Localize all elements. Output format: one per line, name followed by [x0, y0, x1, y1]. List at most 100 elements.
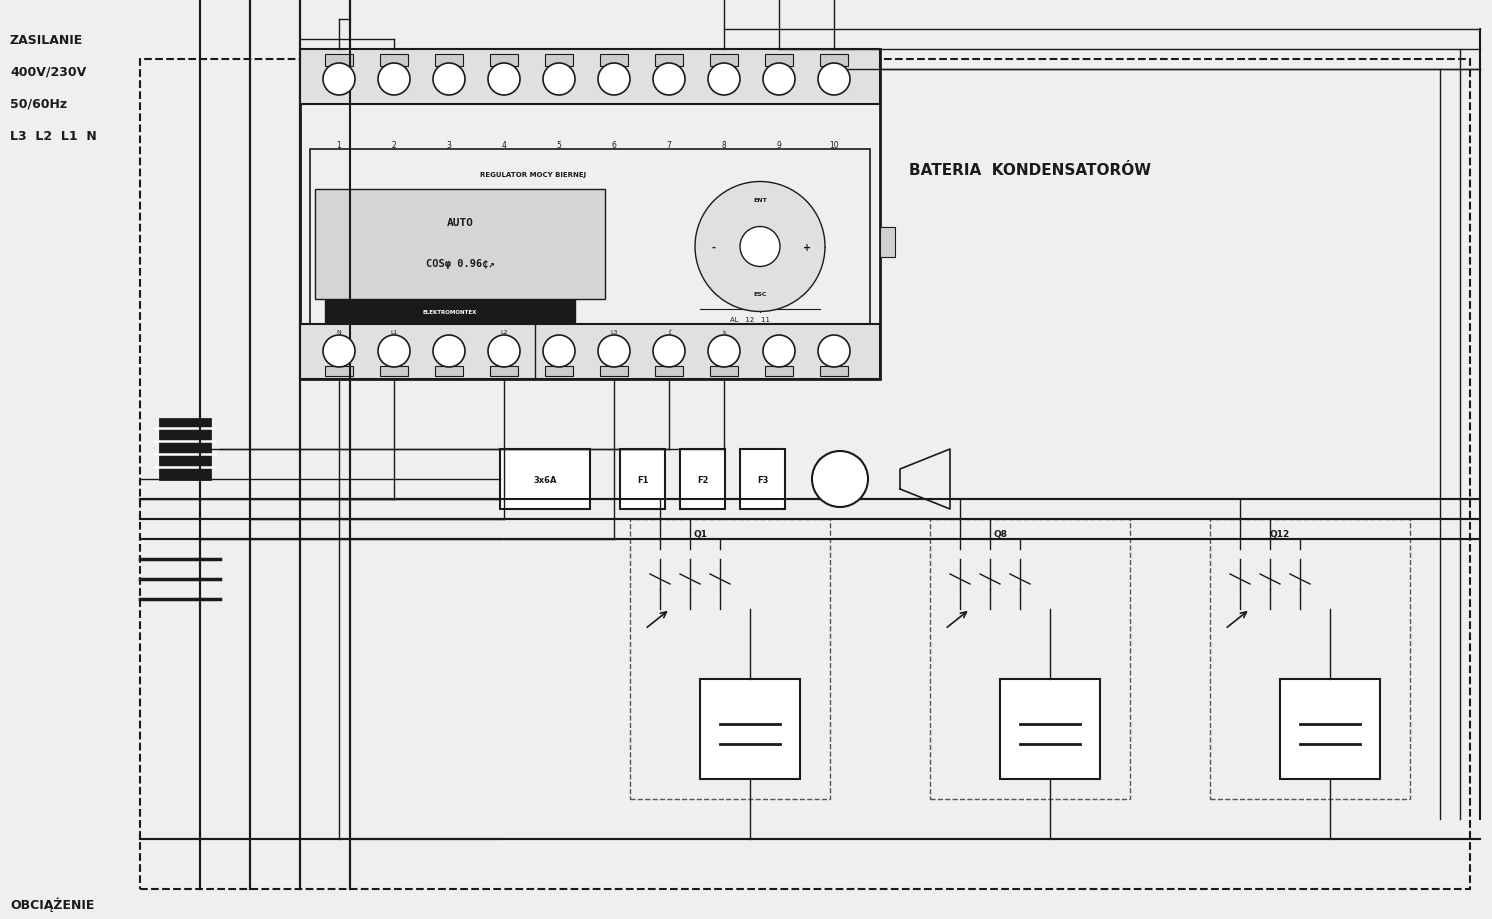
Text: 3x6A: 3x6A [533, 475, 557, 484]
Circle shape [709, 64, 740, 96]
Text: L2: L2 [500, 329, 507, 335]
Text: F1: F1 [637, 475, 648, 484]
Text: 10: 10 [830, 141, 839, 150]
Bar [300, 50, 880, 380]
Bar [710, 367, 739, 377]
Circle shape [433, 335, 466, 368]
Bar [1280, 679, 1380, 779]
Text: 9: 9 [776, 141, 782, 150]
Circle shape [709, 335, 740, 368]
Bar [325, 301, 574, 323]
Text: 3: 3 [446, 141, 452, 150]
Bar [310, 150, 870, 335]
Text: 400V/230V: 400V/230V [10, 65, 87, 78]
Bar [380, 55, 407, 67]
Circle shape [377, 335, 410, 368]
Bar [1210, 519, 1410, 800]
Text: 2: 2 [391, 141, 397, 150]
Bar [300, 50, 880, 105]
Text: L3  L2  L1  N: L3 L2 L1 N [10, 130, 97, 142]
Bar [315, 190, 604, 300]
Text: REGULATOR MOCY BIERNEJ: REGULATOR MOCY BIERNEJ [480, 172, 586, 177]
Bar [680, 449, 725, 509]
Text: 6: 6 [612, 141, 616, 150]
Circle shape [740, 227, 780, 267]
Text: F3: F3 [756, 475, 768, 484]
Text: N: N [337, 329, 342, 335]
Circle shape [488, 335, 521, 368]
Bar [325, 55, 354, 67]
Bar [765, 55, 794, 67]
Bar [300, 324, 880, 380]
Bar [655, 55, 683, 67]
Text: L1: L1 [391, 329, 398, 335]
Circle shape [653, 335, 685, 368]
Text: ESC: ESC [753, 291, 767, 297]
Circle shape [543, 335, 574, 368]
Text: ELEKTROMONTEX: ELEKTROMONTEX [422, 309, 477, 314]
Bar [600, 367, 628, 377]
Text: COSφ 0.96¢↗: COSφ 0.96¢↗ [425, 258, 494, 268]
Circle shape [762, 64, 795, 96]
Text: ENT: ENT [753, 198, 767, 203]
Bar [700, 679, 800, 779]
Bar [930, 519, 1129, 800]
Circle shape [322, 64, 355, 96]
Bar [1000, 679, 1100, 779]
Circle shape [377, 64, 410, 96]
Bar [500, 449, 589, 509]
Bar [655, 367, 683, 377]
Bar [140, 60, 1470, 889]
Text: F2: F2 [697, 475, 709, 484]
Bar [710, 55, 739, 67]
Bar [325, 367, 354, 377]
Circle shape [598, 64, 630, 96]
Text: OBCIĄŻENIE: OBCIĄŻENIE [10, 897, 94, 912]
Text: AUTO: AUTO [446, 218, 473, 228]
Bar [821, 367, 847, 377]
Bar [621, 449, 665, 509]
Circle shape [543, 64, 574, 96]
Bar [821, 55, 847, 67]
Bar [160, 420, 210, 480]
Circle shape [488, 64, 521, 96]
Text: Q8: Q8 [994, 530, 1007, 539]
Circle shape [818, 335, 850, 368]
Text: Q1: Q1 [692, 530, 707, 539]
Text: AL   12   11: AL 12 11 [730, 317, 770, 323]
Bar [765, 367, 794, 377]
Bar [740, 449, 785, 509]
Circle shape [812, 451, 868, 507]
Text: +: + [803, 243, 812, 252]
Bar [600, 55, 628, 67]
Bar [630, 519, 830, 800]
Circle shape [598, 335, 630, 368]
Bar [436, 55, 463, 67]
Bar [489, 367, 518, 377]
Text: -: - [712, 243, 715, 252]
Text: 4: 4 [501, 141, 506, 150]
Text: ℓ: ℓ [668, 329, 670, 335]
Polygon shape [900, 449, 950, 509]
Bar [436, 367, 463, 377]
Circle shape [433, 64, 466, 96]
Bar [489, 55, 518, 67]
Bar [545, 367, 573, 377]
Circle shape [818, 64, 850, 96]
Circle shape [695, 182, 825, 312]
Circle shape [322, 335, 355, 368]
Bar [880, 227, 895, 257]
Text: ZASILANIE: ZASILANIE [10, 33, 84, 47]
Circle shape [653, 64, 685, 96]
Text: 5: 5 [557, 141, 561, 150]
Text: k: k [722, 329, 727, 335]
Text: 7: 7 [667, 141, 671, 150]
Bar [545, 55, 573, 67]
Text: 1: 1 [337, 141, 342, 150]
Text: 8: 8 [722, 141, 727, 150]
Text: BATERIA  KONDENSATORÓW: BATERIA KONDENSATORÓW [909, 163, 1150, 177]
Text: L3: L3 [610, 329, 618, 335]
Text: Q12: Q12 [1270, 530, 1291, 539]
Text: 50/60Hz: 50/60Hz [10, 97, 67, 110]
Circle shape [762, 335, 795, 368]
